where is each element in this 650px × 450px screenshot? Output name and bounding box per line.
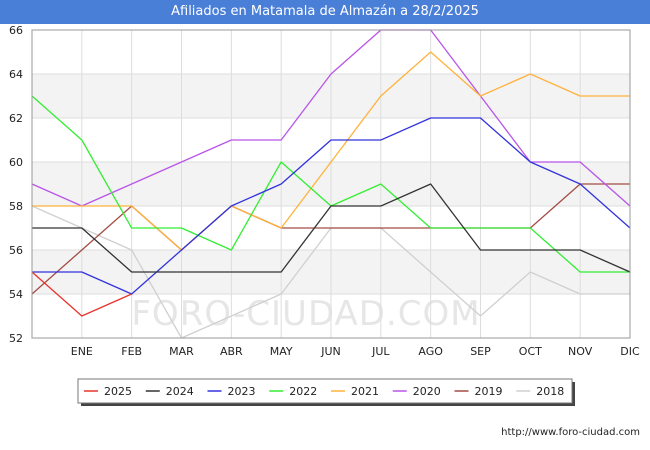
legend-label-2020: 2020 xyxy=(413,385,441,398)
x-tick-label: ENE xyxy=(71,345,93,358)
y-tick-label: 56 xyxy=(9,244,23,257)
x-tick-label: AGO xyxy=(418,345,443,358)
legend-label-2022: 2022 xyxy=(289,385,317,398)
x-tick-label: FEB xyxy=(121,345,142,358)
legend-label-2025: 2025 xyxy=(104,385,132,398)
x-tick-label: JUN xyxy=(320,345,341,358)
legend-label-2024: 2024 xyxy=(166,385,194,398)
watermark: FORO-CIUDAD.COM xyxy=(131,294,480,334)
plot-border xyxy=(31,29,631,339)
x-tick-label: OCT xyxy=(519,345,542,358)
chart-title: Afiliados en Matamala de Almazán a 28/2/… xyxy=(0,0,650,24)
x-tick-label: MAY xyxy=(270,345,293,358)
series-line-2021 xyxy=(32,51,630,251)
x-tick-label: NOV xyxy=(568,345,593,358)
y-tick-label: 58 xyxy=(9,200,23,213)
legend-box xyxy=(77,378,573,404)
legend-label-2023: 2023 xyxy=(228,385,256,398)
x-tick-label: MAR xyxy=(169,345,194,358)
legend-label-2021: 2021 xyxy=(351,385,379,398)
x-tick-label: JUL xyxy=(371,345,390,358)
y-tick-label: 62 xyxy=(9,112,23,125)
y-tick-label: 52 xyxy=(9,332,23,345)
y-tick-label: 60 xyxy=(9,156,23,169)
legend-label-2019: 2019 xyxy=(475,385,503,398)
x-tick-label: ABR xyxy=(220,345,243,358)
x-tick-label: SEP xyxy=(470,345,491,358)
source-url: http://www.foro-ciudad.com xyxy=(501,427,640,438)
series-line-2024 xyxy=(32,183,631,273)
y-tick-label: 66 xyxy=(9,24,23,37)
x-tick-label: DIC xyxy=(620,345,640,358)
series-line-2025 xyxy=(31,271,132,317)
y-tick-label: 64 xyxy=(9,68,23,81)
y-tick-label: 54 xyxy=(9,288,23,301)
legend-label-2018: 2018 xyxy=(536,385,564,398)
